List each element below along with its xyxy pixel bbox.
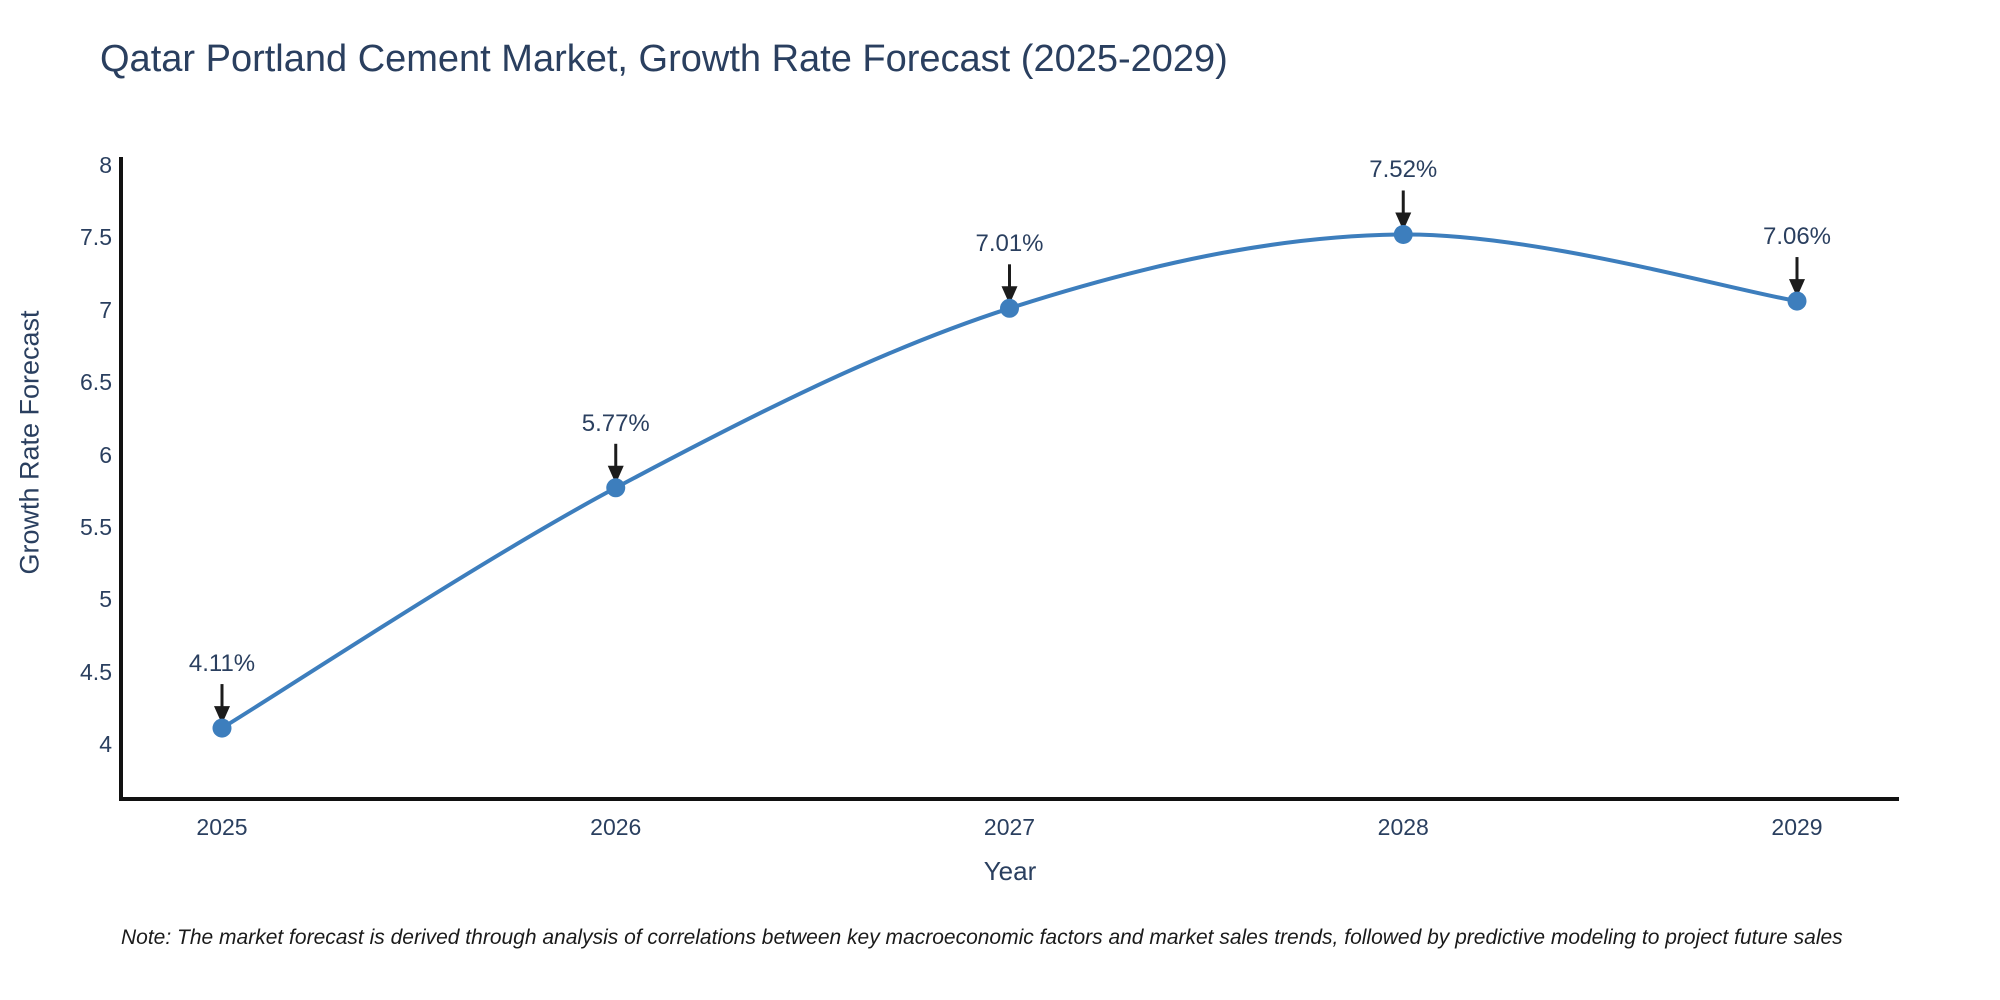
y-tick-label: 4.5 — [80, 658, 112, 685]
data-point-value-label: 5.77% — [581, 409, 650, 437]
y-tick-label: 5 — [99, 586, 112, 613]
y-axis-title: Growth Rate Forecast — [14, 310, 45, 575]
x-tick-label: 2026 — [590, 814, 642, 840]
annotation-arrow-head — [214, 706, 230, 725]
y-tick-label: 4 — [99, 731, 112, 757]
y-tick-label: 5.5 — [80, 513, 112, 540]
x-tick-label: 2027 — [983, 814, 1036, 840]
annotation-arrow-head — [607, 465, 624, 484]
x-axis-title: Year — [983, 856, 1037, 886]
y-tick-label: 6 — [99, 441, 112, 468]
data-point-marker — [1000, 298, 1019, 318]
y-tick-label: 7.5 — [80, 224, 112, 251]
x-tick-label: 2028 — [1377, 814, 1429, 840]
data-point-value-label: 4.11% — [188, 650, 256, 678]
annotation-arrow-head — [1789, 279, 1805, 298]
y-tick-label: 8 — [99, 152, 112, 178]
annotation-arrow-head — [1001, 286, 1018, 305]
y-tick-label: 7 — [99, 296, 112, 323]
y-tick-label: 6.5 — [80, 369, 112, 396]
x-tick-label: 2025 — [196, 814, 248, 840]
data-point-value-label: 7.52% — [1369, 156, 1438, 184]
data-point-marker — [212, 718, 232, 738]
x-tick-label: 2029 — [1771, 814, 1823, 840]
data-point-marker — [606, 478, 626, 498]
data-point-value-label: 7.06% — [1762, 223, 1832, 251]
footnote: Note: The market forecast is derived thr… — [121, 926, 1843, 949]
data-point-marker — [1787, 291, 1807, 311]
data-point-marker — [1393, 224, 1413, 244]
annotation-arrow-head — [1395, 212, 1412, 231]
data-point-value-label: 7.01% — [975, 230, 1044, 258]
chart-title: Qatar Portland Cement Market, Growth Rat… — [100, 38, 1228, 80]
